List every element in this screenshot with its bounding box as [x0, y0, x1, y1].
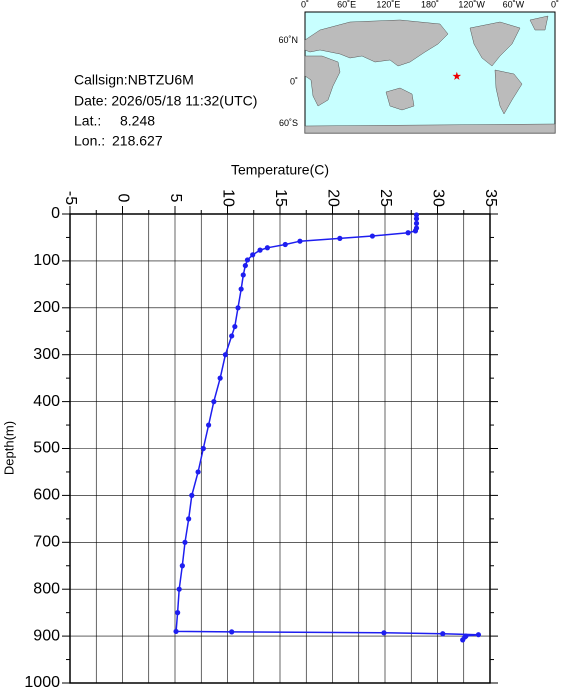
- profile-point: [217, 375, 223, 381]
- map-lat-label: 60˚N: [278, 35, 298, 45]
- profile-point: [297, 238, 303, 244]
- profile-point: [250, 252, 256, 258]
- profile-point: [195, 469, 201, 475]
- profile-point: [182, 539, 188, 545]
- x-tick-label: 5: [167, 194, 184, 203]
- profile-point: [462, 634, 468, 640]
- profile-point: [189, 492, 195, 498]
- y-tick-label: 800: [33, 580, 60, 597]
- land: [304, 15, 556, 134]
- map-lon-label: 60˚E: [337, 0, 356, 9]
- y-tick-label: 200: [33, 299, 60, 316]
- profile-point: [244, 257, 251, 263]
- map-lat-label: 0˚: [290, 76, 298, 86]
- map-lon-label: 60˚W: [503, 0, 525, 9]
- map-lon-label: 0˚: [301, 0, 309, 9]
- x-tick-label: 30: [429, 189, 446, 207]
- callsign: Callsign:NBTZU6M: [74, 72, 194, 88]
- plot-frame: [69, 213, 491, 684]
- profile-line: [175, 214, 479, 641]
- map-lon-label: 120˚W: [458, 0, 485, 9]
- profile-point: [413, 220, 420, 226]
- map-lon-label: 180˚: [421, 0, 439, 9]
- x-tick-label: 35: [482, 189, 499, 207]
- profile-point: [211, 399, 217, 405]
- y-tick-label: 300: [33, 346, 60, 363]
- profile-point: [206, 422, 212, 428]
- lat-label: Lat.:: [74, 113, 101, 129]
- profile-point: [405, 230, 411, 236]
- profile-point: [282, 241, 288, 248]
- profile-point: [238, 286, 244, 292]
- x-tick-label: 15: [272, 189, 289, 207]
- lon-value: 218.627: [112, 133, 163, 149]
- profile-point: [264, 245, 270, 251]
- plot: -5 0 5 10 15 20 25 30 35010020030040050060070080…: [24, 189, 498, 690]
- y-tick-label: 500: [33, 440, 60, 457]
- x-tick-label: 20: [324, 189, 341, 207]
- profile-point: [229, 333, 235, 339]
- profile-point: [176, 586, 182, 592]
- y-tick-label: 100: [33, 252, 60, 269]
- profile-point: [240, 272, 246, 278]
- y-tick-label: 600: [33, 487, 60, 504]
- lat-value: 8.248: [120, 113, 155, 129]
- x-tick-label: 0: [114, 194, 131, 203]
- profile-point: [200, 445, 206, 452]
- position-marker: [452, 71, 462, 80]
- profile-point: [175, 610, 181, 616]
- profile-point: [440, 631, 446, 637]
- profile-point: [232, 323, 238, 330]
- profile-point: [242, 262, 248, 269]
- profile-point: [257, 247, 263, 253]
- profile-point: [179, 563, 185, 569]
- profile-point: [186, 516, 192, 522]
- map-lon-label: 120˚E: [376, 0, 400, 9]
- date: Date: 2026/05/18 11:32(UTC): [74, 93, 257, 109]
- y-tick-label: 0: [51, 205, 60, 222]
- y-tick-label: 900: [33, 627, 60, 644]
- x-tick-label: -5: [62, 191, 79, 205]
- x-tick-label: 25: [377, 189, 394, 207]
- y-axis-title: Depth(m): [1, 421, 16, 475]
- x-tick-label: 10: [219, 189, 236, 207]
- lon-label: Lon.:: [74, 133, 105, 149]
- profile-point: [413, 212, 420, 218]
- profile-point: [381, 630, 387, 636]
- map: [304, 11, 556, 134]
- y-tick-label: 400: [33, 393, 60, 410]
- map-lat-label: 60˚S: [279, 118, 298, 128]
- y-tick-label: 1000: [24, 674, 60, 690]
- map-lon-label: 0˚: [551, 0, 559, 9]
- profile-point: [235, 305, 241, 311]
- profile-point: [413, 216, 420, 222]
- profile-point: [173, 628, 179, 635]
- profile-point: [229, 629, 235, 635]
- profile-point: [475, 632, 482, 638]
- x-axis-title: Temperature(C): [231, 162, 329, 178]
- profile-point: [337, 235, 343, 241]
- profile-point: [369, 233, 375, 239]
- profile-point: [412, 228, 419, 234]
- profile-point: [222, 352, 228, 358]
- y-tick-label: 700: [33, 534, 60, 551]
